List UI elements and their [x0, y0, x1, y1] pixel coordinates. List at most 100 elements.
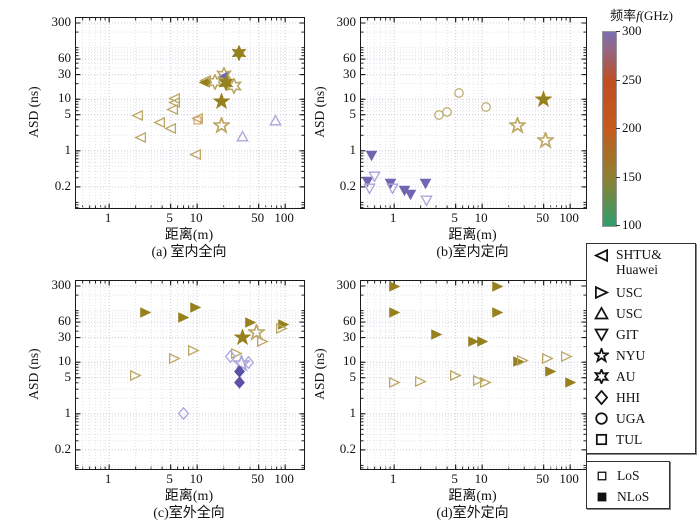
legend-item-usc-up: USC: [591, 303, 691, 324]
tri-right-icon: [591, 285, 611, 300]
legend-item-uga: UGA: [591, 408, 691, 429]
data-point-usc: [269, 114, 282, 126]
data-point-usc: [480, 377, 493, 389]
legend-item-git: GIT: [591, 324, 691, 345]
y-tick-label: 300: [336, 277, 357, 292]
data-point-git: [361, 176, 374, 187]
y-tick-label: 1: [349, 141, 357, 157]
y-tick-label: 5: [349, 105, 357, 121]
colorbar: [602, 31, 617, 227]
legend-item-hhi: HHI: [591, 387, 691, 408]
colorbar-tick: [616, 31, 620, 32]
data-point-shtu-huawei: [190, 112, 203, 124]
x-tick-label: 10: [189, 210, 203, 225]
data-point-git: [368, 171, 381, 183]
x-tick-label: 1: [104, 210, 112, 225]
data-point-usc: [187, 344, 200, 356]
x-tick-label: 5: [166, 471, 173, 486]
x-tick-label: 50: [536, 210, 550, 225]
legend-label: HHI: [616, 389, 640, 405]
data-point-git: [420, 195, 434, 207]
x-tick-label: 10: [474, 210, 488, 225]
data-point-git: [385, 183, 399, 195]
circle-icon: [591, 411, 611, 426]
legend-item-usc-right: USC: [591, 282, 691, 303]
y-tick-label: 30: [343, 328, 356, 344]
legend-item-nyu: NYU: [591, 345, 691, 366]
y-tick-label: 1: [64, 404, 72, 420]
tri-down-icon: [591, 327, 611, 342]
filled-square-icon: [592, 491, 612, 503]
data-point-usc: [560, 350, 573, 362]
plot-area-indoor-directional: [360, 17, 587, 209]
y-tick-label: 10: [58, 353, 71, 369]
legend-item-los: LoS: [592, 465, 664, 486]
legend-label: USC: [616, 284, 643, 300]
open-square-icon: [592, 470, 612, 482]
data-point-git: [405, 190, 417, 201]
grid: [76, 281, 304, 469]
frequency-symbol: f: [636, 8, 640, 23]
data-point-nyu: [535, 90, 553, 107]
data-point-tul: [193, 116, 202, 125]
legend-item-nlos: NLoS: [592, 486, 664, 507]
y-tick-label: 0.2: [54, 177, 71, 193]
grid: [361, 281, 586, 469]
x-tick-label: 1: [104, 471, 112, 486]
data-point-usc: [388, 281, 400, 292]
data-point-shtu-huawei: [131, 110, 144, 122]
plot-area-outdoor-directional: [360, 280, 587, 470]
x-tick-label: 10: [474, 471, 488, 486]
y-tick-label: 0.2: [339, 177, 356, 193]
data-point-shtu-huawei: [188, 148, 201, 161]
data-point-hhi: [177, 407, 190, 421]
data-point-usc: [564, 377, 576, 388]
data-point-usc: [476, 336, 488, 347]
data-point-usc: [140, 307, 152, 319]
data-point-hhi: [242, 355, 254, 369]
x-tick-label: 50: [251, 210, 265, 225]
diamond-icon: [591, 390, 611, 405]
y-tick-label: 10: [343, 90, 356, 106]
data-point-uga: [480, 102, 491, 113]
data-point-usc: [168, 352, 181, 364]
tri-left-icon: [591, 248, 611, 263]
grid: [361, 18, 586, 208]
data-point-hhi: [224, 349, 237, 363]
data-point-nyu: [213, 116, 231, 134]
data-point-shtu-huawei: [164, 122, 177, 135]
colorbar-tick: [616, 176, 620, 178]
data-point-shtu-huawei: [134, 132, 147, 144]
legend-item-au: AU: [591, 366, 691, 387]
data-point-git: [365, 151, 378, 162]
data-point-git: [420, 179, 432, 190]
y-tick-label: 5: [64, 368, 72, 384]
plot-area-indoor-omni: [75, 17, 305, 209]
y-tick-label: 300: [336, 14, 357, 29]
data-point-usc: [230, 347, 243, 359]
y-tick-label: 30: [58, 65, 71, 81]
square-icon: [591, 432, 611, 447]
data-point-usc: [513, 355, 525, 367]
data-point-usc: [256, 336, 269, 348]
data-point-au: [218, 74, 233, 91]
y-tick-label: 60: [343, 50, 356, 66]
x-tick-label: 5: [166, 210, 173, 225]
y-tick-label: 300: [51, 277, 72, 292]
tri-up-icon: [591, 306, 611, 321]
panel-caption: (c)室外全向: [153, 506, 225, 521]
data-point-nyu: [536, 131, 554, 149]
x-tick-label: 1: [389, 210, 397, 225]
panel-caption: (b)室内定向: [436, 245, 509, 260]
data-point-usc: [430, 328, 442, 340]
data-point-uga: [454, 88, 465, 99]
x-axis-label: 距离(m): [448, 228, 497, 243]
data-point-hhi: [233, 376, 245, 390]
panel-caption: (a) 室内全向: [151, 245, 227, 260]
data-point-uga: [433, 109, 444, 120]
data-point-usc: [492, 307, 504, 319]
colorbar-tick-label: 150: [622, 168, 642, 184]
x-tick-label: 5: [451, 471, 458, 486]
legend-label: USC: [616, 305, 643, 321]
